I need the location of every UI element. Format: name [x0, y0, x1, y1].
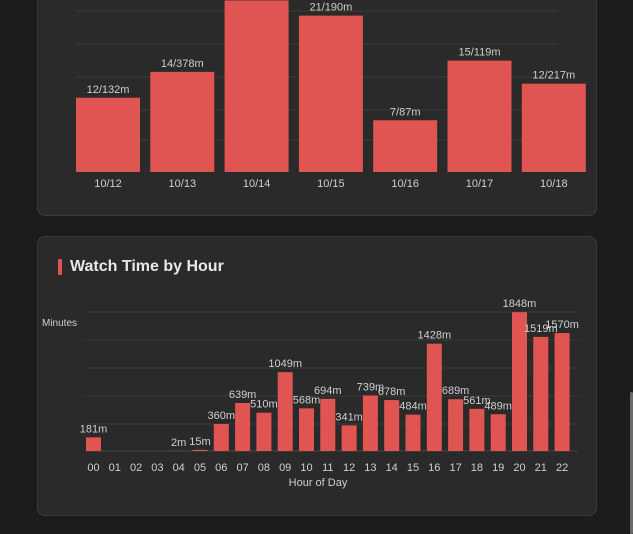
- x-tick-label: 10/17: [466, 178, 494, 190]
- x-tick-label: 20: [513, 462, 525, 474]
- x-tick-label: 10/13: [169, 178, 197, 190]
- bar-data-label: 21/190m: [309, 2, 352, 14]
- bar: [405, 414, 421, 451]
- bar: [235, 402, 251, 451]
- bar: [373, 120, 438, 172]
- y-axis-label: Minutes: [42, 318, 77, 329]
- bar-data-label: 694m: [314, 385, 342, 397]
- bar: [320, 398, 336, 451]
- x-tick-label: 07: [236, 462, 248, 474]
- bar-data-label: 14/378m: [161, 58, 204, 70]
- x-tick-label: 08: [258, 462, 270, 474]
- chart-title: Watch Time by Hour: [58, 258, 224, 276]
- title-accent-bar: [58, 259, 62, 275]
- x-tick-label: 10/15: [317, 178, 345, 190]
- bar: [554, 333, 570, 451]
- x-tick-label: 10/16: [391, 178, 419, 190]
- chart-title-text: Watch Time by Hour: [70, 258, 224, 275]
- bar-data-label: 15m: [189, 436, 210, 448]
- bar-data-label: 181m: [80, 423, 108, 435]
- bar: [224, 0, 289, 172]
- x-tick-label: 10/18: [540, 178, 568, 190]
- bar-data-label: 15/119m: [459, 47, 501, 59]
- x-tick-label: 10/12: [94, 178, 122, 190]
- bar: [277, 372, 293, 451]
- x-tick-label: 06: [215, 462, 227, 474]
- bar: [298, 15, 363, 172]
- bar: [341, 425, 357, 451]
- hourly-bar-chart: Minutes 181m 00 01 02 03 2m 04 15m 05 360m 06 639m 07…: [42, 298, 579, 489]
- x-tick-label: 10: [300, 462, 312, 474]
- bar: [533, 336, 549, 451]
- x-tick-label: 19: [492, 462, 504, 474]
- x-tick-label: 18: [471, 462, 483, 474]
- bar-data-label: 341m: [335, 411, 363, 423]
- bar: [86, 437, 101, 451]
- bar: [192, 449, 208, 451]
- x-tick-label: 03: [151, 462, 163, 474]
- bar: [512, 312, 527, 451]
- bar-data-label: 568m: [293, 394, 321, 406]
- hourly-chart-card: Watch Time by Hour Minutes 181m 00 01 02 03 2m…: [37, 236, 597, 516]
- page-scrollbar[interactable]: [630, 392, 633, 534]
- bar-data-label: 12/132m: [87, 84, 130, 96]
- bar-data-label: 12/217m: [532, 70, 575, 82]
- daily-bar-chart: 12/132m10/1214/378m10/1323/455m10/1421/1…: [76, 0, 586, 190]
- x-axis-label: Hour of Day: [289, 477, 348, 489]
- x-tick-label: 00: [87, 462, 99, 474]
- bar: [213, 423, 229, 451]
- bar: [299, 408, 314, 451]
- x-tick-label: 13: [364, 462, 376, 474]
- x-tick-label: 22: [556, 462, 568, 474]
- bar: [150, 71, 215, 172]
- bar-data-label: 1848m: [503, 298, 537, 310]
- bar: [469, 408, 485, 451]
- x-tick-label: 10/14: [243, 178, 271, 190]
- bar-data-label: 489m: [484, 400, 512, 412]
- x-tick-label: 15: [407, 462, 419, 474]
- bar: [521, 83, 586, 172]
- x-tick-label: 12: [343, 462, 355, 474]
- bar-data-label: 1049m: [268, 358, 302, 370]
- x-tick-label: 01: [109, 462, 121, 474]
- x-tick-label: 05: [194, 462, 206, 474]
- bar-data-label: 739m: [357, 381, 385, 393]
- bar: [362, 395, 378, 451]
- bar: [256, 412, 272, 451]
- bar-data-label: 7/87m: [390, 106, 421, 118]
- x-tick-label: 16: [428, 462, 440, 474]
- bar-data-label: 1570m: [545, 319, 579, 331]
- bar: [426, 343, 442, 451]
- bar-data-label: 1519m: [524, 323, 558, 335]
- x-tick-label: 14: [386, 462, 398, 474]
- bar-data-label: 484m: [399, 401, 427, 413]
- bar-data-label: 561m: [463, 395, 491, 407]
- x-tick-label: 04: [173, 462, 185, 474]
- bar-data-label: 2m: [171, 437, 186, 449]
- x-tick-label: 09: [279, 462, 291, 474]
- bar-data-label: 639m: [229, 389, 257, 401]
- bar: [447, 60, 512, 172]
- x-tick-label: 17: [449, 462, 461, 474]
- bar-data-label: 678m: [378, 386, 406, 398]
- x-tick-label: 11: [322, 462, 333, 474]
- daily-chart-card: 12/132m10/1214/378m10/1323/455m10/1421/1…: [37, 0, 597, 216]
- x-tick-label: 02: [130, 462, 142, 474]
- bar: [384, 400, 400, 451]
- bar-data-label: 360m: [208, 410, 236, 422]
- x-tick-label: 21: [535, 462, 547, 474]
- bar: [490, 414, 506, 451]
- bar-data-label: 1428m: [417, 330, 451, 342]
- bar-data-label: 689m: [442, 385, 470, 397]
- bar: [76, 97, 140, 172]
- bar-data-label: 510m: [250, 399, 278, 411]
- bar: [448, 399, 464, 451]
